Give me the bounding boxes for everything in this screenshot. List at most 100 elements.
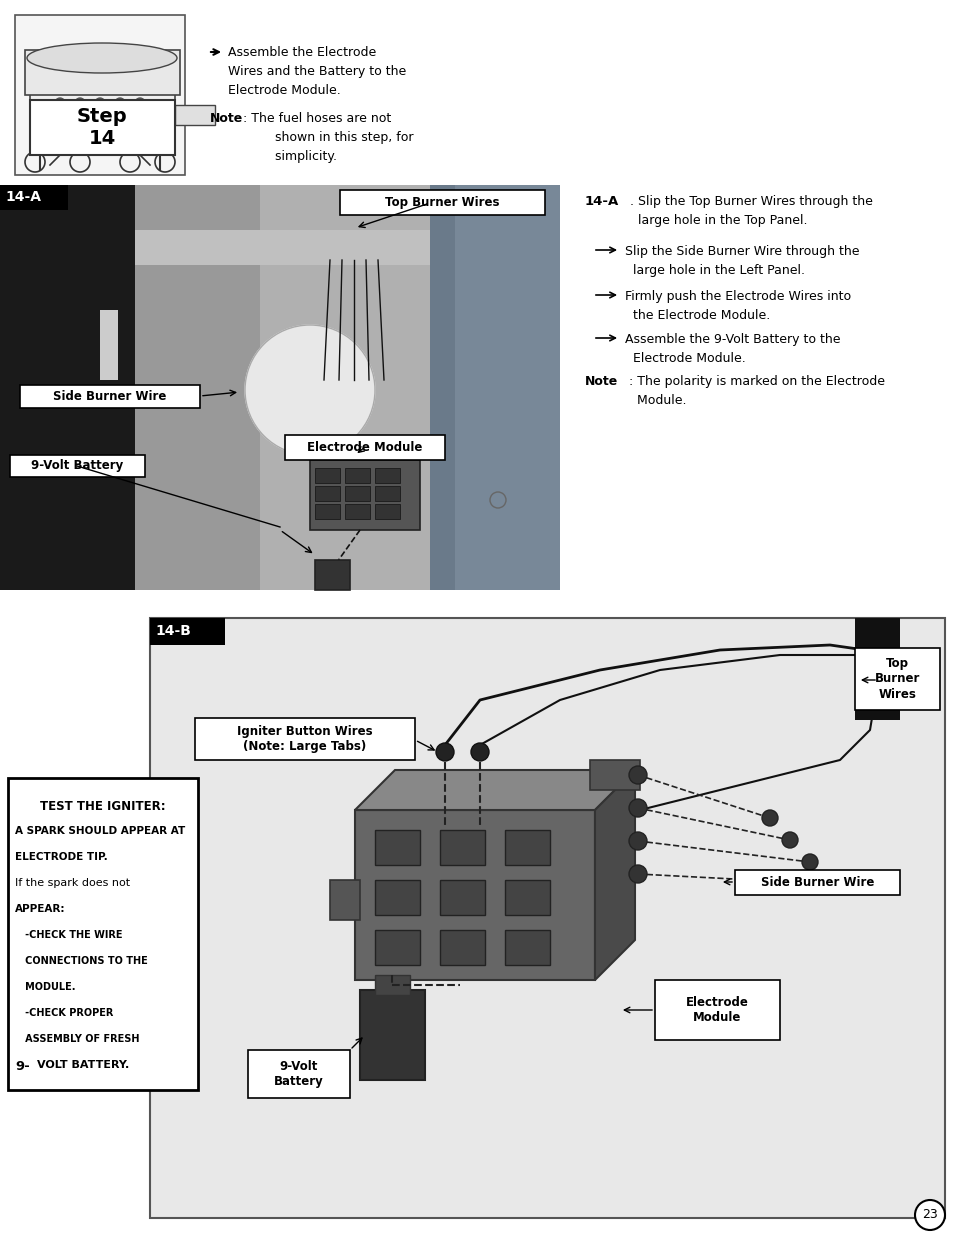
Bar — [345, 468, 370, 483]
Bar — [30, 100, 174, 156]
Bar — [375, 881, 419, 915]
Polygon shape — [595, 769, 635, 981]
Bar — [135, 185, 260, 590]
Circle shape — [821, 876, 837, 892]
Circle shape — [436, 743, 454, 761]
Text: Assemble the Electrode
Wires and the Battery to the
Electrode Module.: Assemble the Electrode Wires and the Bat… — [228, 46, 406, 98]
Bar — [439, 881, 484, 915]
Bar — [314, 487, 339, 501]
Circle shape — [245, 325, 375, 454]
Text: 23: 23 — [922, 1209, 937, 1221]
Text: Electrode
Module: Electrode Module — [685, 995, 748, 1024]
Circle shape — [628, 832, 646, 850]
Bar — [339, 190, 544, 215]
Text: Side Burner Wire: Side Burner Wire — [53, 390, 167, 403]
Text: Igniter Button Wires
(Note: Large Tabs): Igniter Button Wires (Note: Large Tabs) — [237, 725, 373, 753]
Circle shape — [628, 864, 646, 883]
Bar — [10, 454, 145, 477]
Bar — [310, 459, 419, 530]
Circle shape — [75, 98, 85, 107]
Bar — [314, 559, 350, 590]
Bar — [375, 468, 399, 483]
Bar — [375, 504, 399, 519]
Bar — [20, 385, 200, 408]
Text: 14-A: 14-A — [5, 190, 41, 204]
Bar — [359, 990, 424, 1079]
Bar — [734, 869, 899, 895]
Text: : The polarity is marked on the Electrode
  Module.: : The polarity is marked on the Electrod… — [628, 375, 884, 408]
Bar — [8, 778, 198, 1091]
Bar — [248, 1050, 350, 1098]
Bar — [150, 618, 944, 1218]
Bar — [439, 830, 484, 864]
Text: APPEAR:: APPEAR: — [15, 904, 66, 914]
Text: Assemble the 9-Volt Battery to the
  Electrode Module.: Assemble the 9-Volt Battery to the Elect… — [624, 333, 840, 366]
Text: 14-B: 14-B — [154, 624, 191, 638]
Bar — [0, 185, 135, 590]
Text: : The fuel hoses are not
        shown in this step, for
        simplicity.: : The fuel hoses are not shown in this s… — [243, 112, 413, 163]
Text: Firmly push the Electrode Wires into
  the Electrode Module.: Firmly push the Electrode Wires into the… — [624, 290, 850, 322]
Bar — [375, 930, 419, 965]
Polygon shape — [355, 769, 635, 810]
Text: Side Burner Wire: Side Burner Wire — [760, 876, 873, 889]
Bar — [504, 930, 550, 965]
Bar — [135, 230, 430, 266]
Text: ELECTRODE TIP.: ELECTRODE TIP. — [15, 852, 108, 862]
Circle shape — [914, 1200, 944, 1230]
Bar — [15, 15, 185, 175]
Bar — [174, 105, 214, 125]
Bar — [345, 487, 370, 501]
Text: Note: Note — [584, 375, 618, 388]
Circle shape — [761, 810, 778, 826]
Bar — [655, 981, 780, 1040]
Circle shape — [115, 98, 125, 107]
Text: TEST THE IGNITER:: TEST THE IGNITER: — [40, 800, 166, 813]
Bar — [314, 504, 339, 519]
Bar — [375, 830, 419, 864]
Text: Electrode Module: Electrode Module — [307, 441, 422, 454]
Text: 9-: 9- — [15, 1060, 30, 1073]
Bar — [25, 49, 180, 95]
Polygon shape — [355, 810, 595, 981]
Ellipse shape — [27, 43, 177, 73]
Bar — [260, 185, 430, 590]
Text: -CHECK PROPER: -CHECK PROPER — [15, 1008, 113, 1018]
Bar — [314, 468, 339, 483]
Text: VOLT BATTERY.: VOLT BATTERY. — [37, 1060, 129, 1070]
Text: CONNECTIONS TO THE: CONNECTIONS TO THE — [15, 956, 148, 966]
Bar — [430, 185, 455, 590]
Bar — [375, 974, 410, 995]
Circle shape — [801, 853, 817, 869]
Circle shape — [628, 799, 646, 818]
Circle shape — [135, 98, 145, 107]
Bar — [430, 185, 559, 590]
Bar — [30, 90, 174, 156]
Bar — [854, 618, 899, 720]
Bar — [150, 618, 225, 645]
Bar — [194, 718, 415, 760]
Text: Slip the Side Burner Wire through the
  large hole in the Left Panel.: Slip the Side Burner Wire through the la… — [624, 245, 859, 277]
Text: 14-A: 14-A — [584, 195, 618, 207]
Text: -CHECK THE WIRE: -CHECK THE WIRE — [15, 930, 122, 940]
Bar — [375, 487, 399, 501]
Text: Note: Note — [210, 112, 243, 125]
Text: 9-Volt Battery: 9-Volt Battery — [31, 459, 124, 473]
Text: If the spark does not: If the spark does not — [15, 878, 130, 888]
Circle shape — [471, 743, 489, 761]
Bar — [854, 648, 939, 710]
Circle shape — [95, 98, 105, 107]
Bar — [0, 185, 559, 590]
Text: 9-Volt
Battery: 9-Volt Battery — [274, 1060, 323, 1088]
Bar — [504, 881, 550, 915]
Bar — [589, 760, 639, 790]
Text: A SPARK SHOULD APPEAR AT: A SPARK SHOULD APPEAR AT — [15, 826, 185, 836]
Circle shape — [781, 832, 797, 848]
Bar — [439, 930, 484, 965]
Circle shape — [55, 98, 65, 107]
Circle shape — [628, 766, 646, 784]
Text: MODULE.: MODULE. — [15, 982, 75, 992]
Text: Top Burner Wires: Top Burner Wires — [385, 196, 499, 209]
Bar — [0, 185, 68, 210]
Bar — [504, 830, 550, 864]
Text: . Slip the Top Burner Wires through the
  large hole in the Top Panel.: . Slip the Top Burner Wires through the … — [629, 195, 872, 227]
